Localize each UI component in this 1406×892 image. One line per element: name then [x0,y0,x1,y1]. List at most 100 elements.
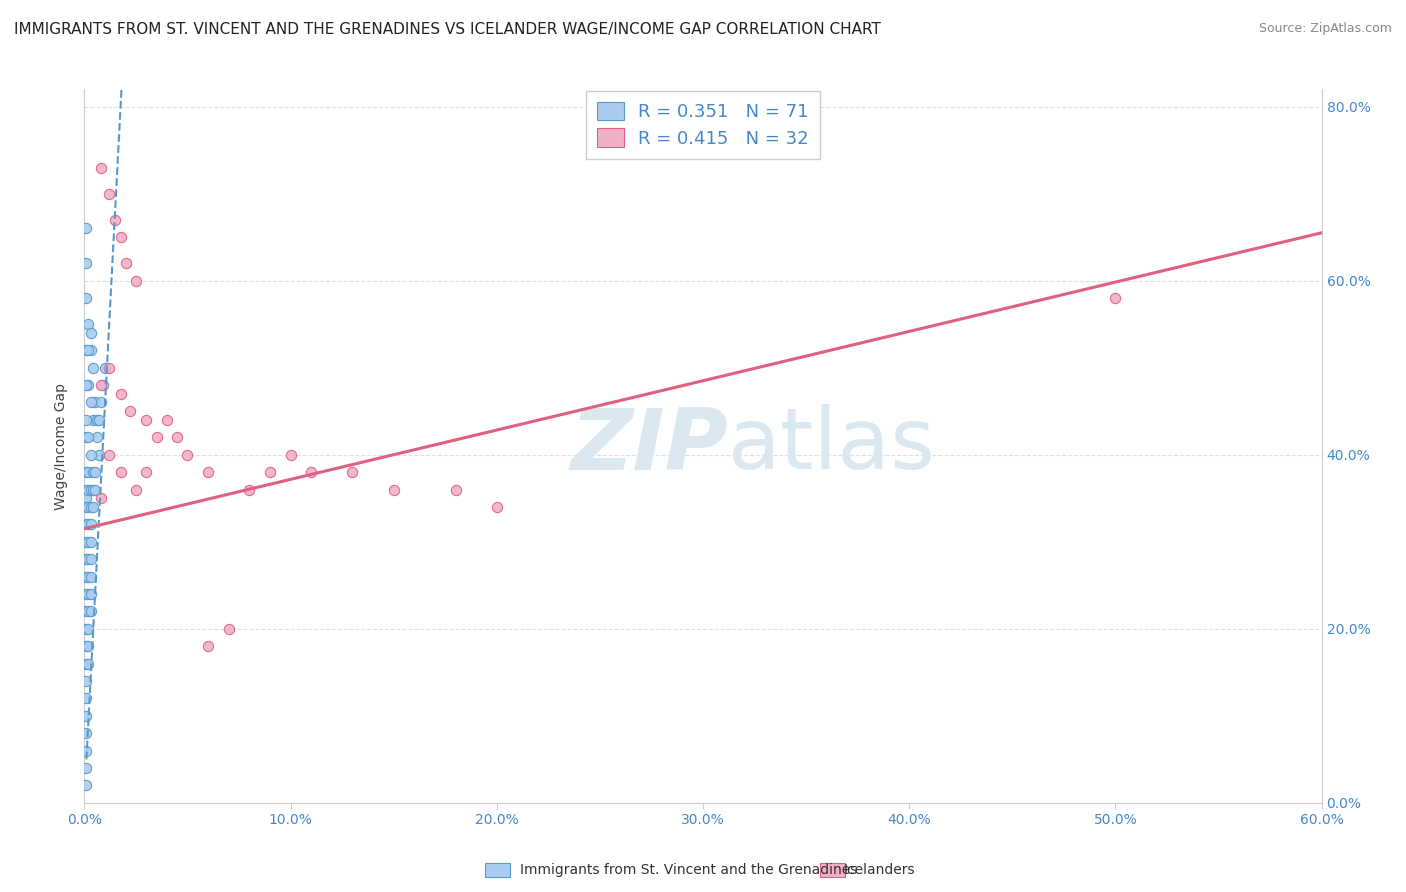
Point [135,465,157,479]
Text: IMMIGRANTS FROM ST. VINCENT AND THE GRENADINES VS ICELANDER WAGE/INCOME GAP CORR: IMMIGRANTS FROM ST. VINCENT AND THE GREN… [14,22,882,37]
Point [75,256,97,270]
Point [75,378,97,392]
Point [79,343,101,358]
Point [79,569,101,583]
Point [75,778,97,792]
Point [259,465,281,479]
Point [218,622,240,636]
Point [77,639,100,653]
Text: Icelanders: Icelanders [844,863,915,877]
Point [82,360,104,375]
Point [98,448,121,462]
Point [176,448,198,462]
Point [75,413,97,427]
Point [104,212,127,227]
Point [75,491,97,506]
Point [77,552,100,566]
Point [485,500,508,514]
Point [75,430,97,444]
Point [75,534,97,549]
Point [118,404,141,418]
Text: Source: ZipAtlas.com: Source: ZipAtlas.com [1258,22,1392,36]
Point [197,465,219,479]
Point [114,256,136,270]
Point [75,673,97,688]
Point [83,483,105,497]
Point [75,708,97,723]
Point [83,465,105,479]
Point [77,343,100,358]
Point [82,413,104,427]
Point [299,465,322,479]
Point [77,517,100,532]
Point [77,483,100,497]
Point [94,360,117,375]
Point [79,552,101,566]
Point [77,534,100,549]
Point [75,221,97,235]
Point [280,448,302,462]
Point [110,465,132,479]
Point [110,386,132,401]
Point [75,552,97,566]
Point [382,483,405,497]
Point [75,657,97,671]
Point [98,186,121,201]
Point [79,500,101,514]
Point [77,569,100,583]
Point [75,483,97,497]
Point [86,413,108,427]
Point [91,378,114,392]
Point [77,465,100,479]
Point [75,465,97,479]
Point [75,743,97,757]
Point [90,161,112,175]
Point [79,517,101,532]
Point [86,430,108,444]
Point [75,343,97,358]
Point [77,587,100,601]
Text: Immigrants from St. Vincent and the Grenadines: Immigrants from St. Vincent and the Gren… [520,863,858,877]
Text: ZIP: ZIP [569,404,728,488]
Point [82,500,104,514]
Point [444,483,467,497]
Point [75,517,97,532]
Point [75,587,97,601]
Point [75,761,97,775]
Point [75,500,97,514]
Point [83,395,105,409]
Point [79,587,101,601]
Point [79,534,101,549]
Point [79,395,101,409]
Point [87,448,110,462]
Point [75,604,97,618]
Point [77,500,100,514]
Point [75,691,97,706]
Point [90,378,112,392]
Point [82,483,104,497]
Point [110,230,132,244]
Point [125,483,148,497]
Point [77,430,100,444]
Text: atlas: atlas [728,404,936,488]
Point [90,395,112,409]
Point [82,465,104,479]
Point [125,274,148,288]
Point [75,291,97,305]
Point [77,604,100,618]
Point [166,430,188,444]
Point [1104,291,1126,305]
Point [135,413,157,427]
Point [87,413,110,427]
Legend: R = 0.351   N = 71, R = 0.415   N = 32: R = 0.351 N = 71, R = 0.415 N = 32 [586,91,820,159]
Point [79,448,101,462]
Point [197,639,219,653]
Point [77,622,100,636]
Point [75,726,97,740]
Point [75,569,97,583]
Point [77,378,100,392]
Y-axis label: Wage/Income Gap: Wage/Income Gap [55,383,69,509]
Point [98,360,121,375]
Point [79,604,101,618]
Point [77,317,100,331]
